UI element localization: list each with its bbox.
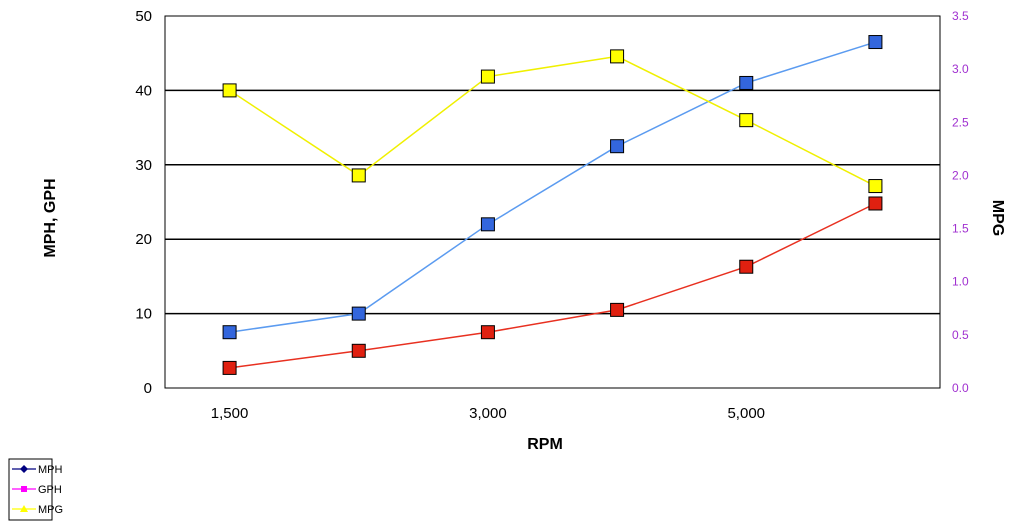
y-axis-title-right: MPG [989, 200, 1006, 236]
y-tick-label-left: 30 [135, 157, 152, 174]
y-tick-label-right: 1.5 [952, 222, 969, 236]
plot-area-border [164, 15, 941, 389]
data-point-mpg [222, 83, 237, 98]
right-axis-ticks: 0.0 0.5 1.0 1.5 2.0 2.5 3.0 3.5 [952, 9, 969, 395]
data-point-mph [351, 306, 366, 321]
series-layer [222, 35, 883, 375]
y-tick-label-right: 2.0 [952, 168, 969, 182]
data-point-gph [739, 259, 754, 274]
data-point-gph [480, 325, 495, 340]
y-tick-label-right: 0.0 [952, 381, 969, 395]
data-point-mph [868, 35, 883, 50]
x-axis-title: RPM [527, 436, 563, 453]
x-tick-label: 5,000 [727, 405, 765, 422]
y-tick-label-right: 1.0 [952, 275, 969, 289]
y-tick-label-right: 3.5 [952, 9, 969, 23]
data-point-mph [739, 75, 754, 90]
y-tick-label-left: 20 [135, 231, 152, 248]
data-point-mpg [610, 49, 625, 64]
data-point-gph [351, 343, 366, 358]
x-tick-label: 3,000 [469, 405, 507, 422]
data-point-mph [610, 139, 625, 154]
legend-label-mph: MPH [38, 464, 63, 476]
data-point-gph [610, 302, 625, 317]
legend-marker-diamond-icon [20, 465, 28, 473]
x-tick-label: 1,500 [211, 405, 249, 422]
y-tick-label-left: 0 [144, 380, 152, 397]
data-point-mpg [739, 113, 754, 128]
left-axis-ticks: 0 10 20 30 40 50 [135, 8, 152, 397]
series-line-mpg [229, 55, 876, 187]
data-point-mpg [480, 69, 495, 84]
y-axis-title-left: MPH, GPH [42, 178, 59, 257]
y-tick-label-left: 10 [135, 306, 152, 323]
y-tick-label-left: 40 [135, 82, 152, 99]
legend-label-gph: GPH [38, 484, 62, 496]
data-point-gph [868, 196, 883, 211]
legend-label-mpg: MPG [38, 504, 63, 516]
y-tick-label-left: 50 [135, 8, 152, 25]
legend-marker-triangle-icon [20, 505, 28, 512]
data-point-gph [222, 360, 237, 375]
data-point-mph [480, 217, 495, 232]
series-line-mph [229, 41, 876, 333]
gridlines [165, 89, 940, 315]
data-point-mpg [868, 179, 883, 194]
y-tick-label-right: 2.5 [952, 115, 969, 129]
data-point-mpg [351, 168, 366, 183]
y-tick-label-right: 3.0 [952, 62, 969, 76]
series-line-gph [229, 202, 876, 369]
legend-marker-square-icon [21, 486, 27, 492]
y-tick-label-right: 0.5 [952, 328, 969, 342]
legend: MPH GPH MPG [8, 458, 63, 521]
data-point-mph [222, 325, 237, 340]
x-axis-ticks: 1,500 3,000 5,000 [211, 405, 765, 422]
